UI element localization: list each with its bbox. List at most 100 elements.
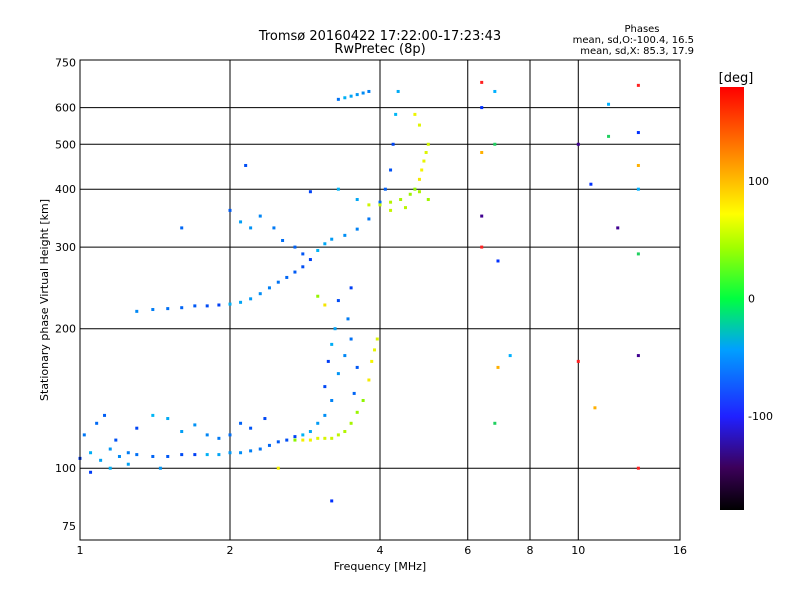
data-point-o (89, 451, 93, 455)
data-point-x (355, 410, 359, 414)
data-point-scattered (493, 89, 497, 93)
data-point-x (426, 198, 430, 202)
y-tick-label: 400 (55, 183, 76, 196)
data-point-o (249, 449, 253, 453)
data-point-x (323, 436, 327, 440)
data-point-o (293, 270, 297, 274)
data-point-o (383, 187, 387, 191)
data-point-o (135, 426, 139, 430)
phases-x-mode: mean, sd,X: 85.3, 17.9 (580, 46, 694, 57)
data-point-o (135, 453, 139, 457)
data-point-o (82, 433, 86, 437)
data-point-o (205, 304, 209, 308)
data-point-scattered (607, 102, 611, 106)
data-point-scattered (480, 106, 484, 110)
data-point-x (336, 433, 340, 437)
data-point-o (267, 443, 271, 447)
x-tick-label: 1 (77, 544, 84, 557)
data-point-scattered (607, 134, 611, 138)
data-point-o (166, 417, 170, 421)
data-point-o (301, 252, 305, 256)
data-point-o (239, 451, 243, 455)
data-point-o (285, 275, 289, 279)
data-point-o (151, 308, 155, 312)
data-point-o (193, 423, 197, 427)
chart-title: Tromsø 20160422 17:22:00-17:23:43 (258, 29, 501, 44)
data-point-o (301, 433, 305, 437)
phases-o-mode: mean, sd,O:-100.4, 16.5 (573, 35, 694, 46)
data-point-x (367, 203, 371, 207)
data-point-o (228, 208, 232, 212)
data-point-o (343, 354, 347, 358)
data-point-o (323, 413, 327, 417)
data-point-x (426, 142, 430, 146)
data-point-x (301, 438, 305, 442)
data-point-o (244, 163, 248, 167)
x-tick-label: 6 (464, 544, 471, 557)
data-point-x (370, 359, 374, 363)
data-point-o (239, 220, 243, 224)
data-point-o (151, 454, 155, 458)
data-point-x (413, 112, 417, 116)
data-point-o (180, 430, 184, 434)
data-point-scattered (593, 406, 597, 410)
data-point-scattered (576, 359, 580, 363)
data-point-o (267, 286, 271, 290)
data-point-o (276, 440, 280, 444)
data-point-o (249, 426, 253, 430)
data-point-o (336, 187, 340, 191)
x-axis-ticks: 1 2 4 6 8 10 16 (77, 544, 688, 557)
data-point-scattered (636, 187, 640, 191)
data-point-o (108, 447, 112, 451)
data-point-scattered (589, 182, 593, 186)
grid-lines (80, 60, 680, 540)
data-point-o (103, 413, 107, 417)
data-point-o (343, 233, 347, 237)
data-point-scattered (616, 226, 620, 230)
data-point-o (367, 217, 371, 221)
data-point-x (389, 208, 393, 212)
data-point-o (258, 447, 262, 451)
data-point-x (343, 430, 347, 434)
data-point-o (249, 226, 253, 230)
data-point-x (417, 123, 421, 127)
y-axis-ticks: 75 100 200 300 400 500 600 750 (55, 57, 76, 533)
data-point-o (95, 421, 99, 425)
data-point-o (193, 304, 197, 308)
data-point-x (420, 168, 424, 172)
data-point-o (228, 302, 232, 306)
colorbar (720, 87, 744, 510)
x-tick-label: 8 (527, 544, 534, 557)
data-point-o (352, 391, 356, 395)
data-point-o (394, 112, 398, 116)
x-tick-label: 16 (673, 544, 687, 557)
data-point-o (396, 89, 400, 93)
data-point-o (117, 454, 121, 458)
data-point-o (166, 307, 170, 311)
data-point-x (403, 206, 407, 210)
y-axis-label: Stationary phase Virtual Height [km] (38, 199, 51, 401)
data-point-o (361, 91, 365, 95)
y-tick-label: 500 (55, 138, 76, 151)
data-point-o (180, 453, 184, 457)
data-point-scattered (480, 80, 484, 84)
data-point-o (285, 438, 289, 442)
data-point-scattered (480, 214, 484, 218)
data-point-scattered (496, 365, 500, 369)
data-point-x (424, 150, 428, 154)
data-point-o (205, 433, 209, 437)
data-point-o (308, 258, 312, 262)
y-tick-label: 100 (55, 462, 76, 475)
y-tick-label: 750 (55, 57, 76, 70)
data-point-o (330, 342, 334, 346)
data-point-x (276, 466, 280, 470)
data-point-x (422, 159, 426, 163)
data-point-o (158, 466, 162, 470)
data-point-o (293, 435, 297, 439)
data-point-o (336, 299, 340, 303)
data-point-o (323, 242, 327, 246)
data-point-o (249, 297, 253, 301)
data-point-o (126, 462, 130, 466)
data-point-x (378, 203, 382, 207)
